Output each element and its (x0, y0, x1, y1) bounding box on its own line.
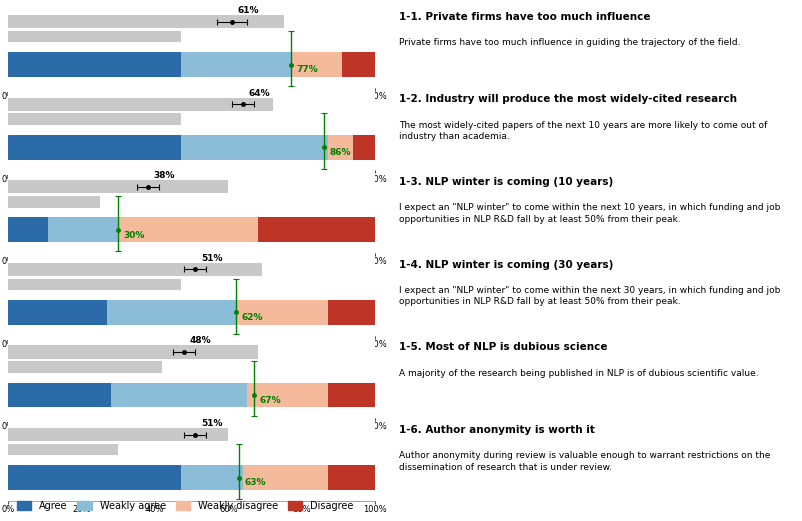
Bar (8, 114, 180, 125)
Bar (353, 135, 375, 159)
Bar (8, 345, 257, 358)
Bar (8, 465, 180, 490)
Bar (8, 361, 162, 373)
Bar (107, 300, 236, 325)
Bar (8, 444, 118, 455)
Bar (8, 15, 283, 28)
Bar (180, 135, 327, 159)
Text: 48%: 48% (189, 337, 211, 345)
Bar (243, 465, 327, 490)
Bar (8, 300, 107, 325)
Bar (290, 52, 342, 77)
Bar (8, 428, 229, 441)
Text: I expect an "NLP winter" to come within the next 30 years, in which funding and : I expect an "NLP winter" to come within … (399, 286, 780, 306)
Text: Private firms have too much influence in guiding the trajectory of the field.: Private firms have too much influence in… (399, 38, 739, 47)
Bar (257, 217, 375, 242)
Text: 51%: 51% (200, 254, 222, 263)
Text: 77%: 77% (296, 66, 318, 75)
Text: 38%: 38% (153, 171, 174, 180)
Bar (8, 279, 180, 290)
Bar (8, 31, 180, 42)
Bar (8, 382, 111, 407)
Legend: Agree, Weakly agree, Weakly disagree, Disagree: Agree, Weakly agree, Weakly disagree, Di… (13, 497, 357, 515)
Bar (327, 465, 375, 490)
Bar (8, 196, 99, 207)
Text: 1-1. Private firms have too much influence: 1-1. Private firms have too much influen… (399, 12, 650, 22)
Bar (180, 52, 290, 77)
Text: 86%: 86% (329, 148, 350, 157)
Bar (8, 217, 48, 242)
Text: 61%: 61% (237, 6, 259, 15)
Bar (8, 135, 180, 159)
Text: 30%: 30% (124, 231, 145, 240)
Text: 51%: 51% (200, 419, 222, 428)
Bar (327, 135, 353, 159)
Bar (111, 382, 246, 407)
Bar (8, 263, 261, 276)
Text: The most widely-cited papers of the next 10 years are more likely to come out of: The most widely-cited papers of the next… (399, 121, 766, 141)
Text: A majority of the research being published in NLP is of dubious scientific value: A majority of the research being publish… (399, 368, 758, 378)
Bar (48, 217, 118, 242)
Bar (327, 300, 375, 325)
Text: Author anonymity during review is valuable enough to warrant restrictions on the: Author anonymity during review is valuab… (399, 451, 769, 472)
Text: 67%: 67% (259, 396, 281, 405)
Bar (8, 52, 180, 77)
Text: 63%: 63% (245, 478, 266, 487)
Bar (327, 382, 375, 407)
Bar (118, 217, 257, 242)
Text: 1-6. Author anonymity is worth it: 1-6. Author anonymity is worth it (399, 425, 594, 435)
Bar (8, 98, 272, 111)
Bar (342, 52, 375, 77)
Bar (246, 382, 327, 407)
Text: 62%: 62% (241, 313, 262, 322)
Bar (8, 180, 229, 193)
Text: 64%: 64% (249, 89, 270, 98)
Text: 1-3. NLP winter is coming (10 years): 1-3. NLP winter is coming (10 years) (399, 177, 613, 187)
Bar (180, 465, 243, 490)
Text: I expect an "NLP winter" to come within the next 10 years, in which funding and : I expect an "NLP winter" to come within … (399, 203, 780, 224)
Bar (236, 300, 327, 325)
Text: 1-4. NLP winter is coming (30 years): 1-4. NLP winter is coming (30 years) (399, 259, 613, 269)
Text: 1-2. Industry will produce the most widely-cited research: 1-2. Industry will produce the most wide… (399, 94, 736, 104)
Text: 1-5. Most of NLP is dubious science: 1-5. Most of NLP is dubious science (399, 342, 606, 352)
